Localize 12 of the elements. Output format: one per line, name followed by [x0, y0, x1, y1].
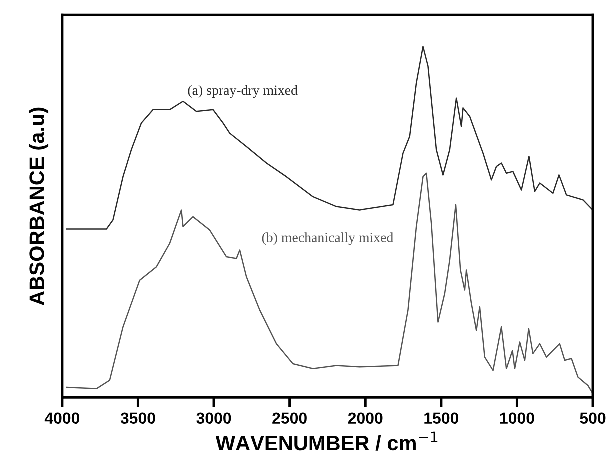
x-tick-label: 2000	[348, 412, 383, 424]
y-axis-title: ABSORBANCE (a.u)	[29, 108, 49, 306]
x-tick-label: 500	[580, 412, 606, 424]
series-label: (a) spray-dry mixed	[188, 85, 298, 98]
x-tick-label: 2500	[272, 412, 307, 424]
x-tick-label: 1000	[500, 412, 534, 424]
x-axis-title: WAVENUMBER / cm$^{−1}$	[216, 432, 438, 451]
x-tick-label: 4000	[44, 412, 80, 424]
x-tick-label: 3000	[196, 412, 232, 424]
series-label: (b) mechanically mixed	[262, 232, 394, 246]
x-tick-label: 1500	[424, 412, 459, 424]
x-tick-label: 3500	[120, 412, 156, 424]
